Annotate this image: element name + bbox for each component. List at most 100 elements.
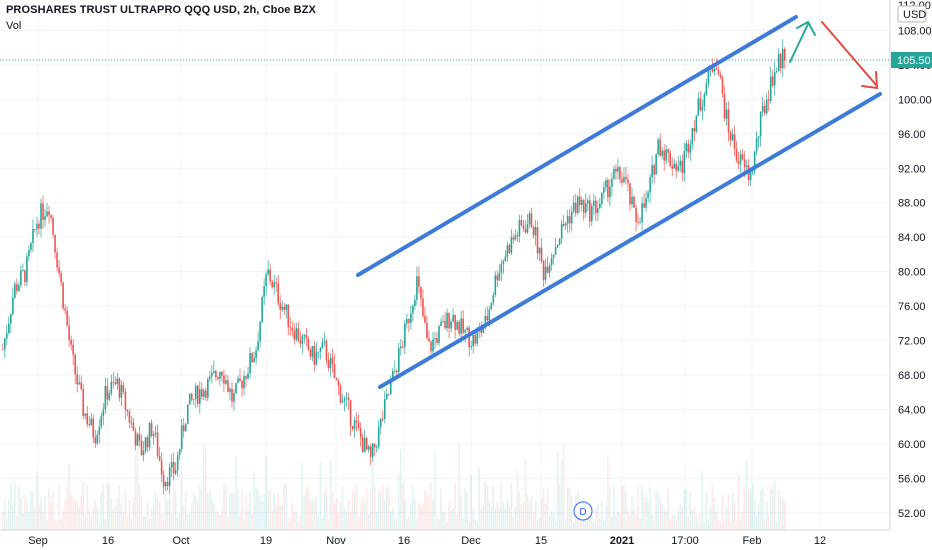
price-axis[interactable]: 112.00 USD 108.00104.00100.0096.0092.008… [889,0,932,530]
dividend-marker[interactable]: D [573,501,593,521]
candle-body [46,211,48,217]
candle-body [727,109,730,133]
volume-bar [448,501,450,530]
candle-body [217,377,219,379]
candle-body [721,77,724,95]
candle-body [172,461,175,474]
volume-bar [170,512,173,530]
candle-body [345,397,348,399]
volume-bar [325,486,328,530]
currency-box[interactable] [897,5,927,23]
candle-body [677,165,680,171]
volume-bar [532,512,535,530]
volume-bar [422,503,424,530]
volume-bar [94,499,97,530]
volume-bar [237,490,239,530]
candle-body [90,418,93,426]
candle-body [466,327,468,330]
candle-body [607,180,609,198]
candle-body [528,213,531,225]
candle-body [62,282,64,309]
volume-bar [751,484,754,530]
volume-bar [377,491,380,530]
candle-body [526,224,529,233]
volume-bar [78,507,80,530]
candle-body [383,399,386,419]
candle-body [580,199,583,206]
candle-body [617,167,619,172]
volume-bar [285,483,288,530]
candle-body [689,144,692,153]
volume-bar [196,501,199,530]
candle-body [249,353,251,374]
volume-bar [114,506,117,530]
volume-bar [303,495,306,530]
volume-bar [490,507,493,530]
volume-bar [689,492,692,530]
candle-body [398,348,400,373]
candle-body [309,349,312,357]
volume-bar [381,485,384,530]
candle-body [92,418,95,438]
volume-bar [34,507,36,530]
candle-body [765,99,768,114]
x-tick-label: 16 [102,535,114,547]
volume-bar [725,507,728,530]
y-tick-label: 68.00 [898,370,926,382]
volume-bar [162,519,165,530]
y-tick-label: 60.00 [898,439,926,451]
volume-bar [540,497,543,530]
y-tick-label: 72.00 [898,336,926,348]
volume-bar [287,521,290,530]
candle-body [448,312,450,329]
volume-bar [265,456,267,530]
y-tick-label: 108.00 [898,25,932,37]
volume-bar [743,486,746,530]
volume-bar [84,514,87,530]
volume-bar [747,491,750,530]
volume-bar [12,505,14,530]
volume-bar [769,486,772,530]
candle-body [209,376,211,380]
volume-bar [424,489,426,530]
volume-bar [685,489,688,530]
volume-bar [466,490,468,530]
volume-bar [110,498,113,530]
candle-body [148,422,151,448]
candle-body [76,374,78,385]
candle-body [713,68,716,72]
candle-body [643,203,645,208]
volume-bar [10,483,12,530]
candle-body [303,335,306,337]
candle-body [329,357,332,369]
candle-body [48,211,50,216]
volume-bar [472,509,474,530]
volume-bar [120,504,123,530]
volume-bar [476,521,479,530]
volume-bar [478,467,481,530]
candle-body [96,434,99,444]
candle-body [440,321,442,326]
volume-bar [693,506,696,530]
volume-bar [50,502,52,530]
candle-body [408,318,410,323]
candle-body [701,106,704,111]
volume-bar [267,491,269,530]
volume-bar [484,481,487,530]
volume-bar [647,501,649,530]
candle-body [305,335,308,339]
volume-bar [182,506,185,530]
candle-body [675,163,678,171]
volume-bar [205,448,207,530]
volume-bar [404,499,406,530]
candle-body [470,346,472,348]
volume-bar [128,499,131,530]
time-axis[interactable]: Sep 16 Oct 19 Nov 16 Dec 15 2021 17:00 Feb 12 [0,529,890,547]
candle-body [335,377,338,381]
candle-body [438,325,440,344]
volume-bar [727,493,730,530]
volume-bar [486,484,489,530]
volume-bar [132,497,135,530]
candle-body [261,297,263,322]
